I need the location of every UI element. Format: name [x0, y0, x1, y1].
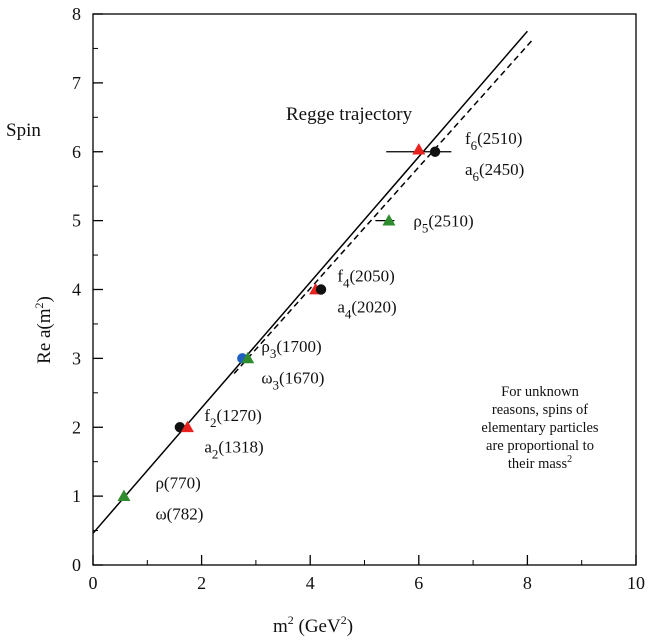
data-point-circle	[315, 284, 327, 295]
label-symbol: ρ	[261, 337, 269, 356]
y-tick-label: 0	[72, 555, 81, 575]
label-f4-2050: f4(2050)	[337, 267, 395, 291]
label-f2-1270: f2(1270)	[204, 406, 262, 430]
note-line-text: elementary particles	[481, 420, 599, 436]
label-subscript: 4	[343, 276, 350, 291]
note-line-sup: 2	[567, 454, 572, 465]
note-line-text: are proportional to	[486, 438, 594, 454]
note-line: elementary particles	[481, 420, 599, 436]
data-point-triangle	[412, 143, 426, 155]
label-symbol: f	[337, 267, 343, 286]
data-points	[117, 143, 441, 501]
trajectory-line-dashed	[233, 38, 534, 375]
data-point-triangle	[180, 420, 194, 433]
y-tick-label: 8	[72, 4, 81, 24]
x-ticks: 0 2 4 6 8 10	[89, 555, 645, 593]
label-mass: (1318)	[218, 438, 263, 457]
label-mass: (782)	[167, 504, 204, 523]
x-axis-label-unit: (GeV	[294, 616, 341, 637]
data-point-triangle	[117, 489, 131, 501]
y-axis-label-close: )	[34, 296, 55, 302]
label-subscript: 6	[473, 169, 480, 184]
x-tick-label: 6	[414, 573, 423, 593]
label-a4-2020: a4(2020)	[337, 298, 396, 322]
label-rho5-2510: ρ5(2510)	[413, 212, 473, 236]
label-mass: (1670)	[279, 369, 324, 388]
y-tick-label: 4	[72, 280, 81, 300]
x-tick-label: 0	[89, 573, 98, 593]
data-point-triangle	[382, 214, 396, 226]
data-point-circle	[429, 146, 441, 157]
label-f6-2510: f6(2510)	[465, 129, 522, 153]
label-symbol: a	[204, 438, 212, 457]
x-tick-label: 10	[627, 573, 645, 593]
y-axis-label: Re a(m2)	[32, 296, 55, 364]
x-axis-label-sup: 2	[288, 613, 294, 627]
y-tick-label: 5	[72, 211, 81, 231]
y-ticks: 0 1 2 3 4 5 6 7 8	[72, 4, 103, 575]
trajectory-lines	[92, 30, 534, 534]
x-tick-label: 8	[523, 573, 532, 593]
label-subscript: 4	[345, 307, 352, 322]
label-subscript: 2	[210, 415, 217, 430]
label-a2-1318: a2(1318)	[204, 438, 263, 462]
label-mass: (2020)	[351, 298, 396, 317]
y-axis-side-label: Spin	[6, 120, 41, 141]
label-mass: (1270)	[216, 406, 261, 425]
particle-labels: ρ(770)ω(782)f2(1270)a2(1318)ρ3(1700)ω3(1…	[155, 129, 524, 523]
label-a6-2450: a6(2450)	[465, 160, 524, 184]
y-tick-label: 2	[72, 417, 81, 437]
label-symbol: ρ	[155, 473, 163, 492]
label-rho3-1700: ρ3(1700)	[261, 337, 321, 361]
label-symbol: ω	[261, 369, 272, 388]
x-axis-label-close: )	[347, 616, 353, 637]
label-symbol: a	[337, 298, 345, 317]
note-line: For unknown	[501, 384, 579, 400]
label-rho-770: ρ(770)	[155, 473, 200, 492]
label-mass: (2450)	[479, 160, 524, 179]
x-tick-label: 2	[197, 573, 206, 593]
label-symbol: ρ	[413, 212, 421, 231]
label-mass: (2510)	[477, 129, 522, 148]
regge-trajectory-label: Regge trajectory	[286, 104, 413, 125]
y-tick-label: 6	[72, 142, 81, 162]
note-line: their mass2	[508, 454, 572, 472]
x-axis-label: m2 (GeV2)	[273, 613, 353, 637]
y-tick-label: 7	[72, 73, 81, 93]
x-tick-label: 4	[306, 573, 315, 593]
label-symbol: f	[465, 129, 471, 148]
note-text: For unknown reasons, spins of elementary p…	[481, 384, 599, 472]
label-mass: (2050)	[350, 267, 395, 286]
label-symbol: f	[204, 406, 210, 425]
y-tick-label: 1	[72, 486, 81, 506]
x-axis-label-base: m	[273, 616, 288, 637]
label-symbol: ω	[155, 504, 166, 523]
note-line: reasons, spins of	[492, 402, 588, 418]
label-subscript: 3	[270, 346, 277, 361]
note-line-text: reasons, spins of	[492, 402, 588, 418]
data-point-triangle	[241, 351, 255, 364]
y-axis-label-main: Re a(m	[34, 308, 55, 364]
label-omega3-1670: ω3(1670)	[261, 369, 324, 393]
note-line-text: their mass	[508, 456, 568, 472]
label-mass: (770)	[164, 473, 201, 492]
label-symbol: a	[465, 160, 473, 179]
label-mass: (1700)	[276, 337, 321, 356]
trajectory-line-solid	[92, 30, 528, 534]
note-line-text: For unknown	[501, 384, 579, 400]
label-subscript: 6	[471, 138, 478, 153]
label-subscript: 3	[273, 378, 280, 393]
label-subscript: 2	[212, 447, 219, 462]
label-omega-782: ω(782)	[155, 504, 203, 523]
y-tick-label: 3	[72, 348, 81, 368]
note-line: are proportional to	[486, 438, 594, 454]
label-mass: (2510)	[428, 212, 473, 231]
label-subscript: 5	[422, 221, 429, 236]
y-axis-label-sup: 2	[32, 302, 46, 308]
x-axis-label-unit-sup: 2	[341, 613, 347, 627]
